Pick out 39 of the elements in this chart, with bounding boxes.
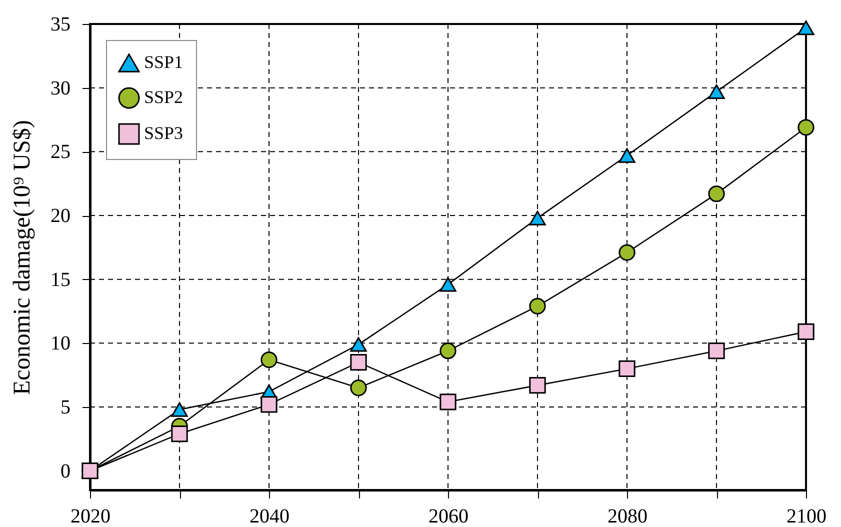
y-tick-label: 35 (50, 14, 70, 36)
point (708, 342, 725, 360)
point (798, 119, 814, 136)
legend-label: SSP2 (144, 87, 184, 107)
x-tick-label: 2060 (428, 506, 468, 527)
y-tick-label: 25 (50, 141, 70, 164)
point (618, 244, 636, 261)
point (798, 323, 814, 340)
point (618, 360, 636, 378)
y-tick-label: 30 (50, 77, 70, 100)
point (350, 337, 367, 352)
legend-label: SSP3 (144, 123, 184, 143)
y-axis-title: Economic damage(10⁹ US$) (10, 120, 36, 395)
point (708, 185, 725, 202)
point (350, 354, 367, 371)
point (260, 396, 278, 413)
point (260, 351, 278, 368)
point (171, 402, 188, 417)
point (440, 342, 456, 360)
point (440, 394, 456, 410)
x-tick-label: 2020 (70, 506, 110, 527)
y-tick-label: 0 (60, 460, 70, 482)
y-tick-label: 15 (50, 268, 70, 291)
point (618, 148, 636, 163)
x-tick-label: 2080 (608, 506, 648, 527)
point (171, 425, 188, 442)
x-tick-label: 2040 (250, 506, 290, 527)
y-tick-label: 5 (60, 396, 70, 419)
x-tick-label: 2100 (786, 506, 826, 527)
y-tick-label: 10 (50, 332, 70, 355)
point (350, 380, 367, 396)
point (708, 84, 725, 99)
point (798, 20, 814, 36)
y-tick-label: 20 (50, 205, 70, 228)
point (529, 376, 546, 394)
point (529, 210, 546, 226)
point (529, 298, 546, 314)
legend-label: SSP1 (144, 52, 184, 72)
point (440, 277, 456, 292)
